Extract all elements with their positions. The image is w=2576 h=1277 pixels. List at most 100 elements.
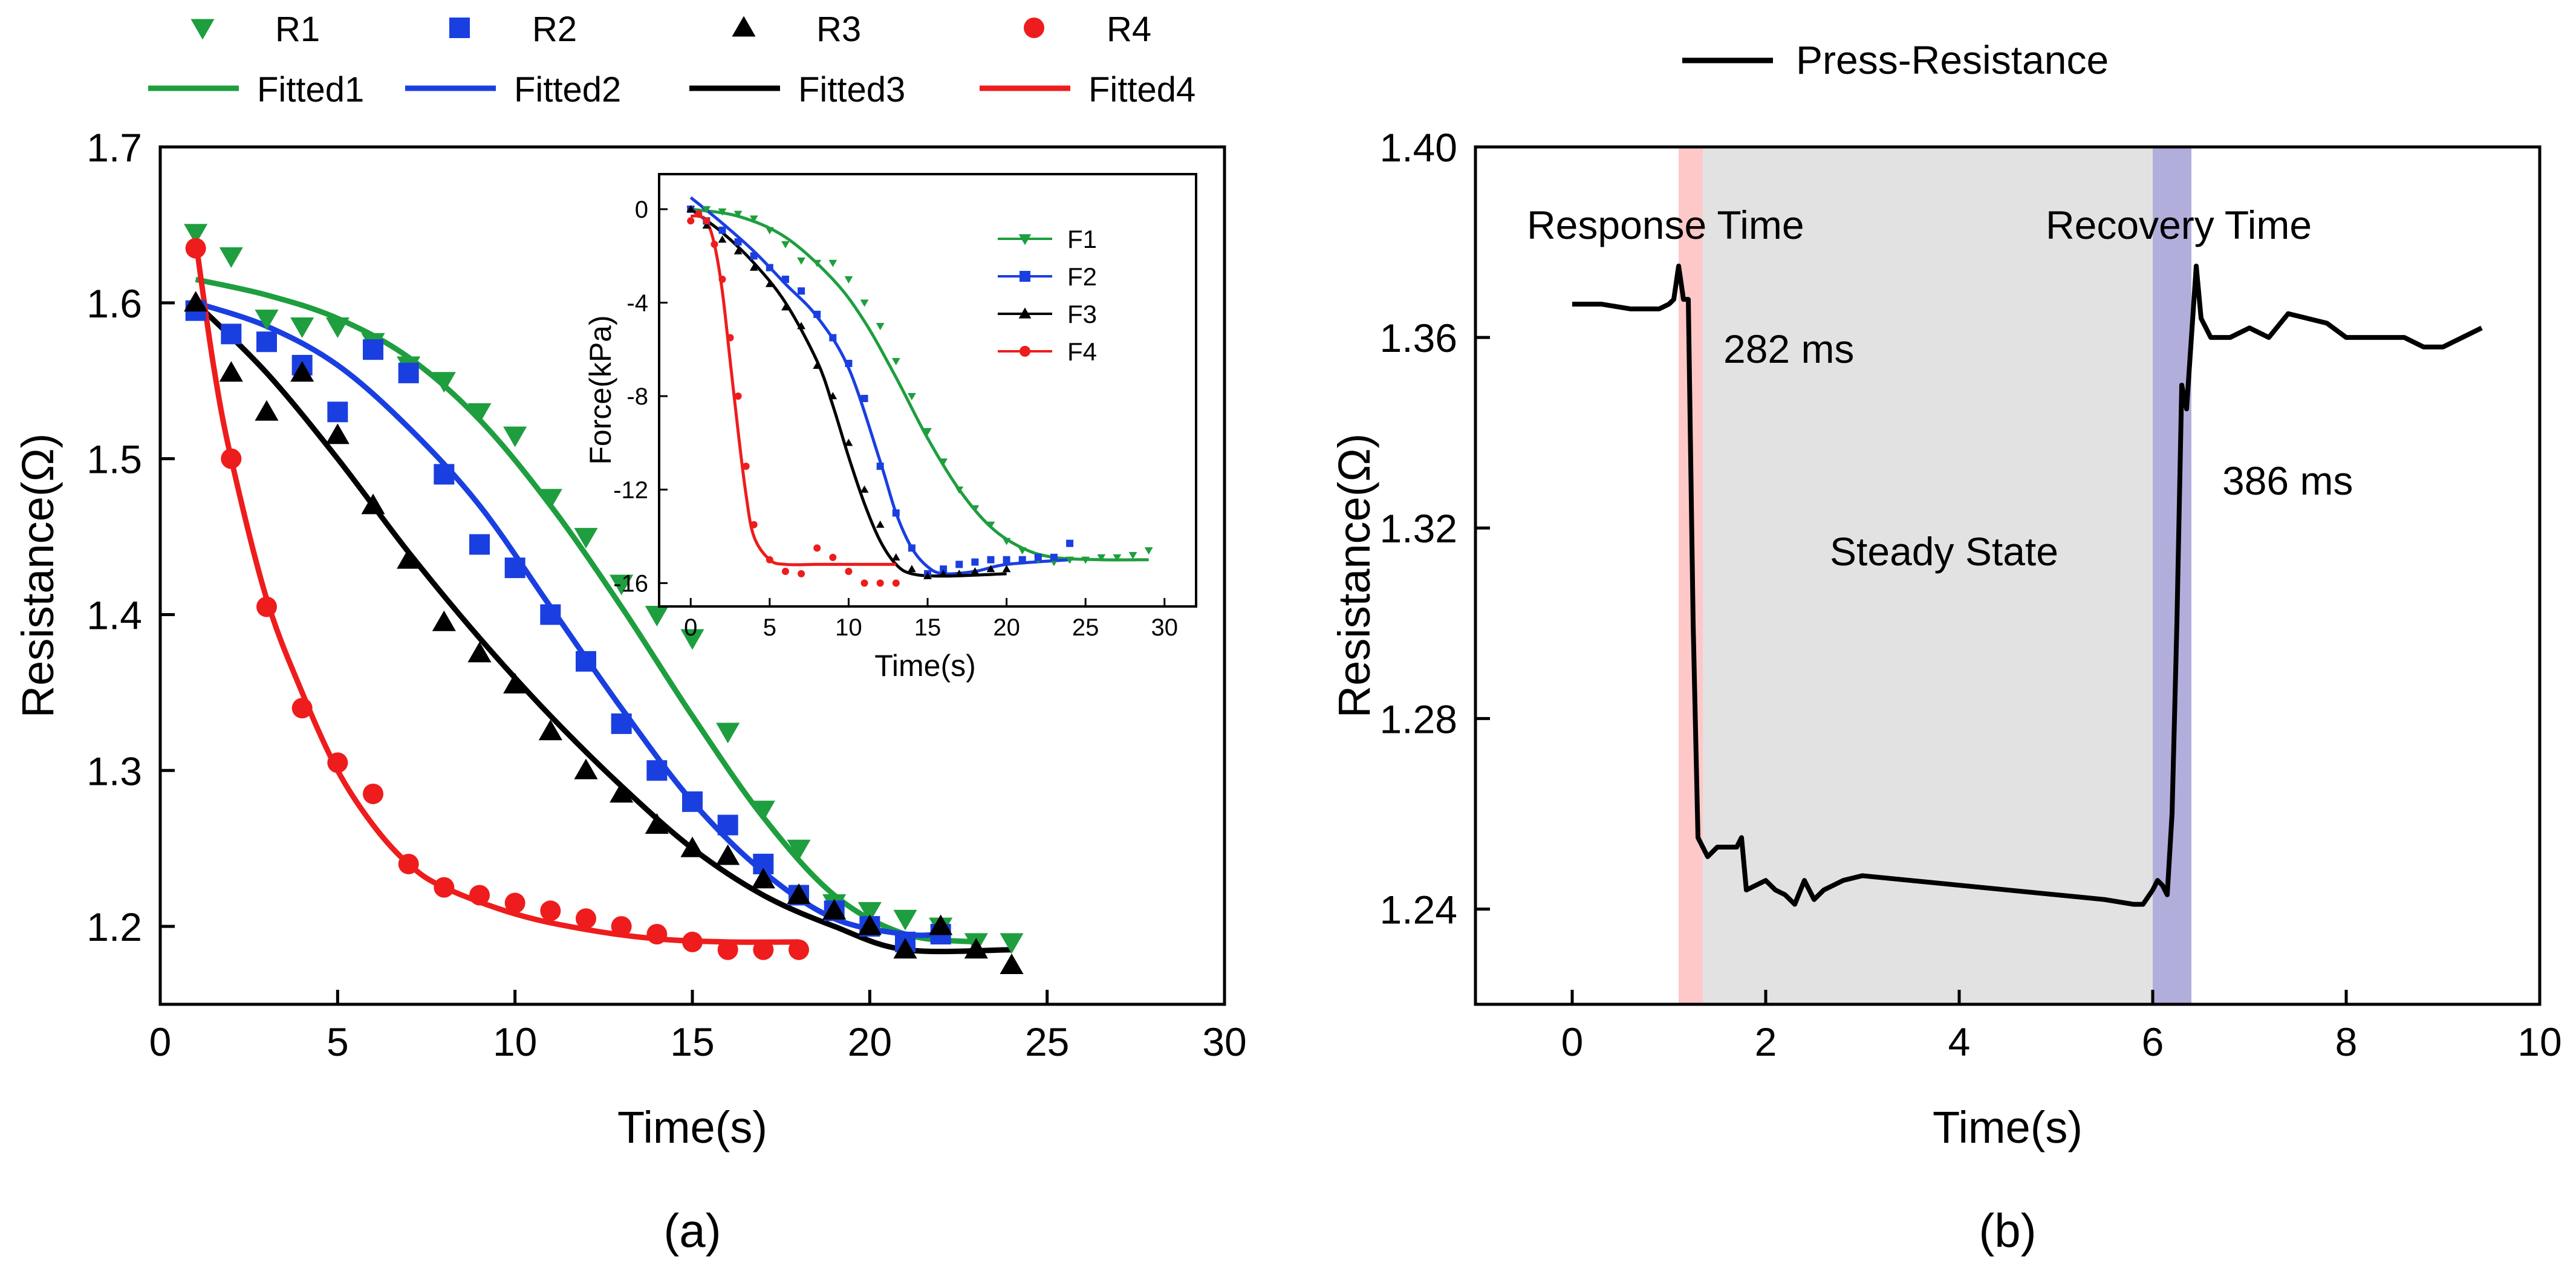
- inset-point-f4: [687, 217, 695, 225]
- point-r2: [469, 534, 490, 555]
- point-r3: [467, 642, 492, 663]
- point-r3: [325, 423, 350, 444]
- panel-b-phase-bands: [1679, 147, 2191, 1004]
- x-tick-label: 25: [1072, 614, 1099, 641]
- inset-point-f1: [955, 486, 964, 494]
- point-r4: [753, 939, 774, 960]
- inset-point-f4: [892, 579, 900, 587]
- inset-point-f2: [766, 264, 773, 271]
- point-r2: [646, 760, 668, 781]
- inset-point-f1: [1128, 551, 1137, 559]
- x-tick-label: 5: [327, 1019, 349, 1064]
- point-r3: [397, 548, 421, 569]
- point-r4: [682, 931, 703, 952]
- inset-ylabel: Force(kPa): [584, 315, 617, 464]
- inset-point-f1: [781, 241, 790, 249]
- panel-b-xlabel: Time(s): [1933, 1102, 2083, 1152]
- point-r1: [574, 528, 598, 549]
- y-tick-label: 1.2: [86, 905, 142, 949]
- point-r1: [645, 606, 669, 627]
- point-r2: [221, 323, 242, 345]
- inset-point-f2: [876, 463, 884, 470]
- y-tick-label: -12: [613, 477, 648, 504]
- inset-point-f3: [939, 569, 948, 577]
- point-r1: [787, 839, 811, 860]
- inset-legend-marker-f1: [1018, 234, 1032, 245]
- legend-marker-r2: [449, 18, 470, 38]
- point-r2: [363, 339, 383, 360]
- inset-point-f1: [718, 208, 727, 216]
- point-r2: [327, 401, 348, 423]
- inset-point-f3: [955, 569, 964, 577]
- y-tick-label: 1.36: [1380, 316, 1457, 360]
- response-time-label: Response Time: [1527, 203, 1804, 247]
- legend-label-r4: R4: [1107, 10, 1151, 49]
- point-r3: [432, 610, 456, 631]
- point-r2: [682, 791, 703, 812]
- point-r2: [540, 604, 561, 625]
- inset-point-f1: [891, 358, 900, 366]
- point-r1: [184, 224, 208, 245]
- inset-point-f1: [1113, 554, 1122, 562]
- inset-point-f2: [718, 226, 726, 234]
- point-r4: [504, 892, 525, 914]
- inset-point-f2: [971, 558, 979, 566]
- inset-legend-label-f3: F3: [1067, 300, 1097, 328]
- inset-point-f4: [711, 240, 718, 248]
- point-r3: [184, 291, 208, 312]
- panel-b-chart: 0 2 4 6 8 10 1.24 1.28 1.32 1.36 1.40 Press-Resist…: [1329, 37, 2562, 1152]
- legend-label-r1: R1: [275, 10, 320, 49]
- x-tick-label: 20: [848, 1019, 892, 1064]
- x-tick-label: 0: [149, 1019, 172, 1064]
- inset-point-f3: [702, 221, 711, 229]
- point-r1: [538, 489, 562, 510]
- band-steady: [1703, 147, 2153, 1004]
- point-r1: [503, 426, 527, 447]
- recovery-time-label: Recovery Time: [2046, 203, 2312, 247]
- inset-point-f3: [860, 485, 869, 493]
- inset-point-f1: [939, 458, 948, 466]
- inset-point-f4: [726, 334, 734, 342]
- point-r3: [716, 844, 740, 865]
- y-tick-label: 1.6: [86, 281, 142, 326]
- x-tick-label: 2: [1755, 1019, 1777, 1064]
- inset-point-f2: [1003, 556, 1010, 564]
- point-r2: [504, 557, 525, 579]
- point-r3: [893, 938, 917, 959]
- x-tick-label: 5: [763, 614, 776, 641]
- panel-a-data-points: [184, 224, 1024, 974]
- y-tick-label: 1.32: [1380, 506, 1457, 551]
- inset-point-f3: [828, 392, 838, 400]
- inset-point-f1: [1065, 556, 1074, 564]
- point-r1: [219, 247, 243, 268]
- legend-label-r3: R3: [816, 10, 861, 49]
- inset-ticks: 0 5 10 15 20 25 30 0 -4 -8 -12 -16: [613, 197, 1178, 641]
- panel-a-chart: R1 Fitted1 R2 Fitted2 R3 Fitted3 R4 Fitted4 0 5 1…: [13, 10, 1247, 1152]
- x-tick-label: 4: [1948, 1019, 1971, 1064]
- inset-point-f3: [844, 438, 853, 446]
- inset-data-points: [686, 205, 1153, 587]
- inset-point-f3: [876, 520, 885, 528]
- panel-a-xlabel: Time(s): [617, 1102, 767, 1152]
- inset-point-f4: [750, 521, 758, 528]
- inset-point-f1: [1081, 556, 1090, 564]
- point-r3: [503, 672, 527, 694]
- inset-legend-label-f4: F4: [1067, 337, 1097, 366]
- point-r3: [857, 914, 882, 935]
- point-r1: [716, 723, 740, 744]
- point-r4: [327, 752, 348, 773]
- legend-marker-r1: [190, 19, 215, 40]
- inset-point-f2: [798, 287, 805, 295]
- point-r4: [398, 853, 419, 874]
- fit-line-fitted2: [195, 300, 941, 938]
- point-r4: [540, 900, 561, 921]
- point-r3: [787, 883, 811, 904]
- inset-point-f2: [750, 252, 758, 260]
- inset-point-f4: [813, 544, 821, 552]
- point-r4: [363, 783, 383, 804]
- inset-point-f1: [907, 393, 916, 401]
- inset-point-f1: [1018, 547, 1027, 555]
- point-r2: [717, 814, 738, 836]
- point-r4: [717, 939, 738, 960]
